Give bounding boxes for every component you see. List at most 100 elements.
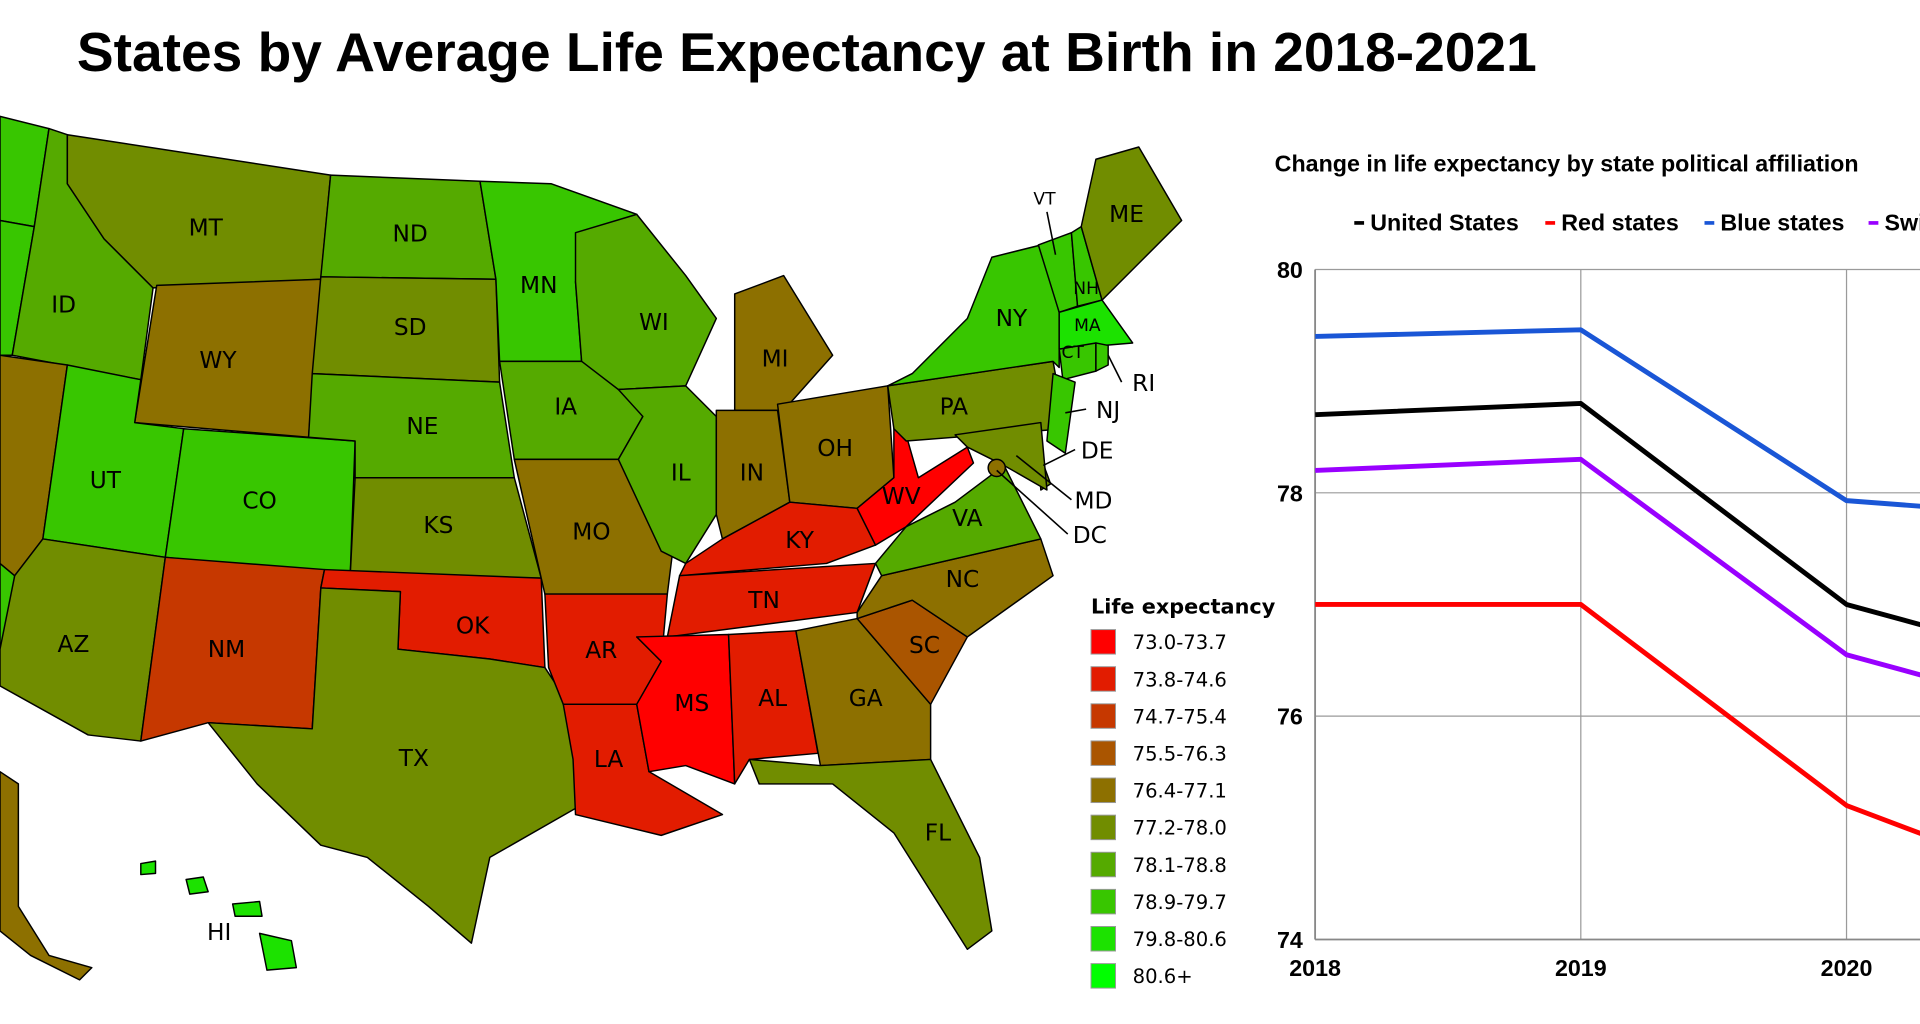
state-label-MS: MS (674, 690, 709, 717)
legend-swatch (1090, 740, 1116, 766)
legend-label: 79.8-80.6 (1133, 928, 1227, 951)
legend-label: 77.2-78.0 (1133, 817, 1227, 840)
legend-label: 75.5-76.3 (1133, 743, 1227, 766)
state-label-TN: TN (747, 587, 780, 614)
state-label-ME: ME (1109, 201, 1144, 228)
chart-legend-label: Red states (1561, 209, 1679, 235)
legend-swatch (1090, 703, 1116, 729)
leader-line-DC (996, 469, 1069, 535)
state-FL (748, 758, 993, 951)
series-line-united-states (1315, 401, 1920, 628)
state-DC (987, 458, 1007, 478)
state-label-OH: OH (817, 435, 853, 462)
series-line-blue-states (1315, 327, 1920, 509)
state-label-DC: DC (1073, 522, 1107, 549)
state-MA (1058, 299, 1134, 350)
state-label-SC: SC (909, 632, 940, 659)
leader-line-DE (1042, 448, 1076, 467)
state-label-AL: AL (758, 685, 787, 712)
state-HI-island (258, 932, 298, 971)
state-TX (207, 587, 577, 944)
legend-label: 76.4-77.1 (1133, 780, 1227, 803)
state-label-TX: TX (398, 745, 429, 772)
map-legend-title: Life expectancy (1091, 595, 1276, 619)
legend-label: 74.7-75.4 (1133, 705, 1227, 728)
y-tick-label: 76 (1277, 704, 1303, 730)
state-WV (856, 427, 975, 546)
legend-swatch (1090, 777, 1116, 804)
state-label-NY: NY (996, 305, 1028, 332)
state-label-IN: IN (740, 460, 764, 487)
state-label-MO: MO (572, 518, 610, 545)
state-label-HI: HI (207, 919, 231, 946)
x-tick-label: 2020 (1821, 955, 1873, 981)
state-RI (1095, 342, 1109, 372)
figure-title: States by Average Life Expectancy at Bir… (77, 21, 1537, 83)
legend-swatch (1090, 814, 1116, 841)
chart-legend-label: Blue states (1720, 209, 1844, 235)
map-legend: Life expectancy 73.0-73.7 73.8-74.6 74.7-7… (1090, 595, 1276, 989)
line-chart: Change in life expectancy by state polit… (1275, 150, 1920, 981)
state-HI (140, 860, 157, 876)
state-label-AR: AR (585, 637, 617, 664)
state-label-NJ: NJ (1096, 397, 1120, 424)
y-tick-label: 74 (1277, 927, 1303, 953)
state-label-LA: LA (594, 746, 623, 773)
state-label-FL: FL (925, 820, 951, 847)
legend-label: 78.1-78.8 (1133, 854, 1227, 877)
state-HI-island (185, 876, 209, 895)
state-label-MA: MA (1074, 316, 1101, 336)
y-tick-label: 78 (1277, 480, 1303, 506)
state-label-OK: OK (456, 613, 490, 640)
state-label-WI: WI (639, 309, 669, 336)
legend-swatch (1090, 963, 1116, 989)
legend-label: 78.9-79.7 (1133, 891, 1227, 914)
state-label-UT: UT (90, 467, 122, 494)
state-GA (795, 617, 932, 767)
legend-swatch (1090, 888, 1116, 915)
chart-legend-label: Swing states (1884, 209, 1920, 235)
state-HI-island (231, 900, 263, 917)
state-MI (733, 274, 834, 412)
state-label-NC: NC (946, 566, 980, 593)
us-map: ID MT WY UT CO AZ NM ND SD NE KS OK TX MN IA MO AR LA WI IL… (0, 115, 1183, 981)
x-tick-label: 2018 (1289, 955, 1341, 981)
state-NJ (1046, 372, 1076, 454)
state-label-MD: MD (1074, 488, 1112, 515)
series-line-red-states (1315, 602, 1920, 836)
state-label-MI: MI (762, 346, 789, 373)
legend-swatch (1090, 926, 1116, 952)
state-label-IA: IA (554, 393, 577, 420)
state-label-KS: KS (423, 512, 453, 539)
state-label-MN: MN (520, 272, 557, 299)
state-label-MT: MT (189, 215, 224, 242)
chart-title: Change in life expectancy by state polit… (1275, 150, 1859, 176)
state-label-NH: NH (1073, 279, 1099, 299)
state-label-NM: NM (208, 636, 245, 663)
state-label-IL: IL (671, 460, 691, 487)
state-label-SD: SD (394, 314, 427, 341)
leader-line-MD (1015, 455, 1072, 501)
state-NY (887, 244, 1060, 387)
state-label-AZ: AZ (58, 631, 90, 658)
legend-swatch (1090, 666, 1116, 692)
state-label-VT: VT (1033, 190, 1056, 210)
y-tick-label: 80 (1277, 257, 1303, 283)
legend-label: 73.0-73.7 (1133, 631, 1227, 654)
leader-line-RI (1107, 354, 1123, 383)
legend-swatch (1090, 851, 1116, 878)
legend-label: 73.8-74.6 (1133, 668, 1227, 691)
legend-label: 80.6+ (1133, 965, 1193, 988)
state-label-VA: VA (952, 505, 982, 532)
chart-legend-label: United States (1370, 209, 1519, 235)
state-ME (1080, 146, 1183, 301)
leader-line-NJ (1065, 408, 1087, 414)
state-label-PA: PA (940, 393, 969, 420)
state-MD (954, 421, 1048, 491)
state-label-ND: ND (393, 221, 428, 248)
state-label-CO: CO (242, 488, 277, 515)
state-label-RI: RI (1132, 370, 1155, 397)
x-tick-label: 2019 (1555, 955, 1607, 981)
leader-line-VT (1046, 211, 1057, 255)
